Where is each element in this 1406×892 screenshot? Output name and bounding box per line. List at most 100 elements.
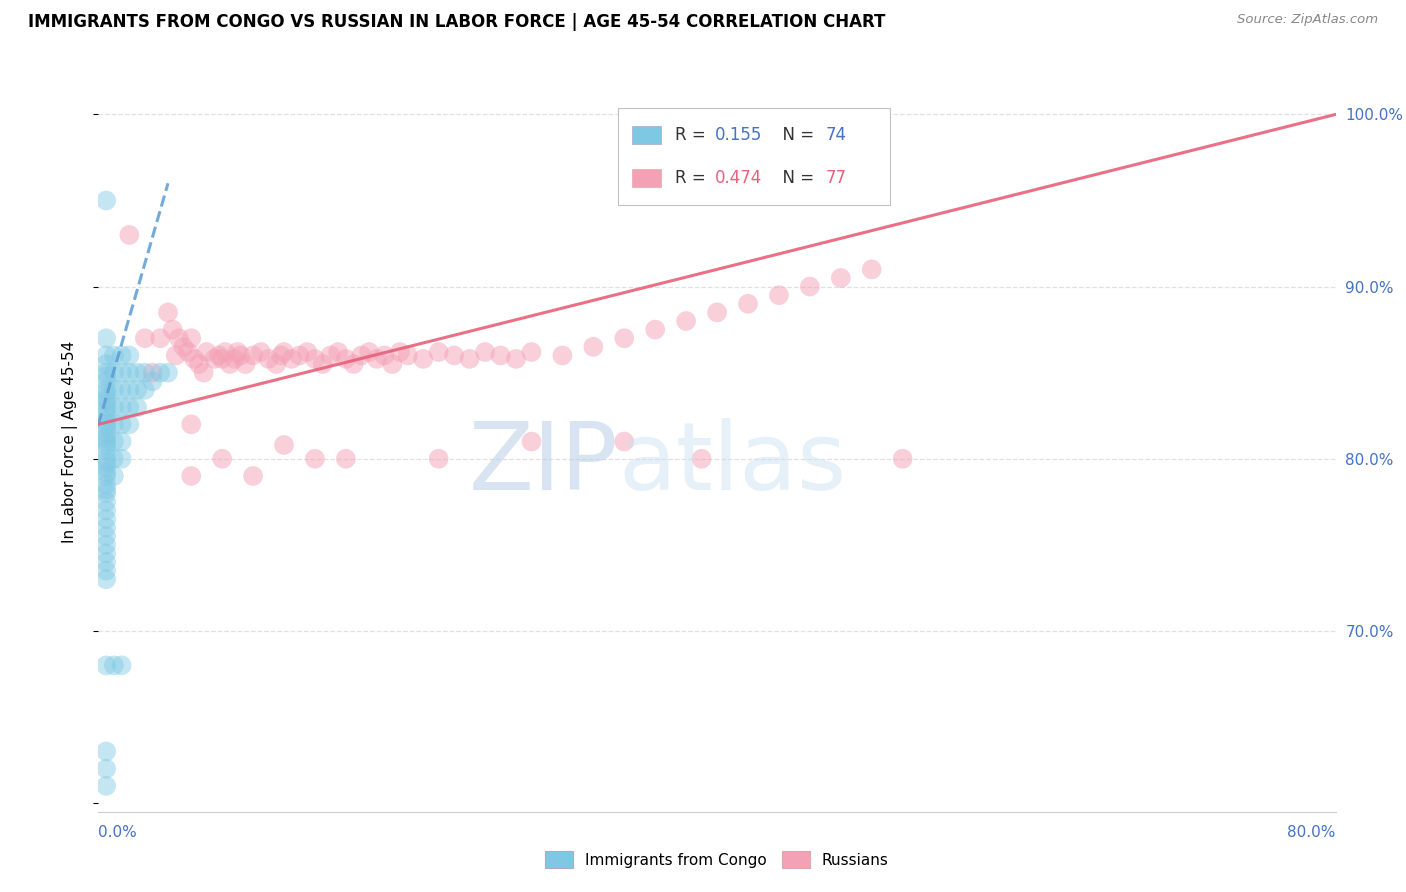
- Point: [257, 351, 280, 366]
- Point: [96, 483, 118, 497]
- Point: [357, 345, 380, 359]
- Point: [111, 451, 134, 466]
- Point: [103, 658, 125, 673]
- Point: [103, 434, 125, 449]
- Point: [96, 400, 118, 414]
- Text: atlas: atlas: [619, 417, 846, 509]
- Point: [195, 345, 218, 359]
- Point: [229, 348, 252, 362]
- Point: [96, 425, 118, 440]
- Point: [690, 451, 713, 466]
- Text: 74: 74: [825, 127, 846, 145]
- Point: [96, 431, 118, 445]
- Point: [96, 421, 118, 435]
- Point: [211, 451, 233, 466]
- Point: [443, 348, 465, 362]
- Point: [193, 366, 215, 380]
- Point: [103, 400, 125, 414]
- Point: [374, 348, 396, 362]
- Point: [162, 323, 184, 337]
- Point: [520, 345, 543, 359]
- Point: [427, 345, 450, 359]
- Point: [281, 351, 304, 366]
- Point: [242, 348, 264, 362]
- Point: [180, 469, 202, 483]
- Point: [96, 744, 118, 758]
- Point: [118, 383, 141, 397]
- Point: [273, 438, 295, 452]
- Point: [96, 779, 118, 793]
- Point: [111, 434, 134, 449]
- Point: [551, 348, 574, 362]
- Point: [149, 366, 172, 380]
- Point: [214, 345, 236, 359]
- Point: [675, 314, 697, 328]
- Point: [644, 323, 666, 337]
- Text: R =: R =: [675, 127, 711, 145]
- Point: [613, 331, 636, 345]
- FancyBboxPatch shape: [631, 169, 661, 186]
- Point: [111, 383, 134, 397]
- Point: [312, 357, 335, 371]
- Point: [96, 369, 118, 384]
- Point: [149, 331, 172, 345]
- Point: [134, 383, 156, 397]
- Point: [96, 555, 118, 569]
- Point: [288, 348, 311, 362]
- Point: [270, 348, 292, 362]
- Text: 0.474: 0.474: [714, 169, 762, 186]
- Point: [96, 538, 118, 552]
- Point: [96, 383, 118, 397]
- Point: [96, 357, 118, 371]
- Point: [211, 351, 233, 366]
- Point: [96, 546, 118, 560]
- Point: [474, 345, 496, 359]
- Point: [118, 227, 141, 242]
- Point: [127, 400, 149, 414]
- Point: [613, 434, 636, 449]
- Point: [103, 348, 125, 362]
- Point: [96, 564, 118, 578]
- Point: [96, 460, 118, 475]
- Point: [582, 340, 605, 354]
- Y-axis label: In Labor Force | Age 45-54: In Labor Force | Age 45-54: [62, 341, 77, 542]
- Point: [96, 386, 118, 401]
- Point: [127, 366, 149, 380]
- Point: [737, 297, 759, 311]
- Text: Source: ZipAtlas.com: Source: ZipAtlas.com: [1237, 13, 1378, 27]
- Point: [799, 279, 821, 293]
- FancyBboxPatch shape: [631, 127, 661, 145]
- Point: [219, 357, 242, 371]
- Point: [96, 503, 118, 517]
- Point: [343, 357, 366, 371]
- Point: [180, 331, 202, 345]
- Point: [96, 762, 118, 776]
- Point: [96, 572, 118, 586]
- Point: [183, 351, 205, 366]
- Point: [134, 331, 156, 345]
- Point: [350, 348, 373, 362]
- Point: [177, 345, 200, 359]
- Point: [326, 345, 350, 359]
- Point: [103, 417, 125, 432]
- Point: [180, 417, 202, 432]
- Point: [335, 451, 357, 466]
- Point: [427, 451, 450, 466]
- Point: [250, 345, 273, 359]
- Text: N =: N =: [772, 169, 818, 186]
- Point: [103, 383, 125, 397]
- Point: [127, 383, 149, 397]
- Point: [96, 451, 118, 466]
- Point: [103, 366, 125, 380]
- Point: [111, 366, 134, 380]
- Point: [96, 194, 118, 208]
- Point: [266, 357, 288, 371]
- Text: R =: R =: [675, 169, 711, 186]
- Point: [273, 345, 295, 359]
- Point: [96, 495, 118, 509]
- Point: [335, 351, 357, 366]
- Point: [96, 414, 118, 428]
- Point: [96, 512, 118, 526]
- Point: [204, 351, 226, 366]
- Point: [304, 351, 326, 366]
